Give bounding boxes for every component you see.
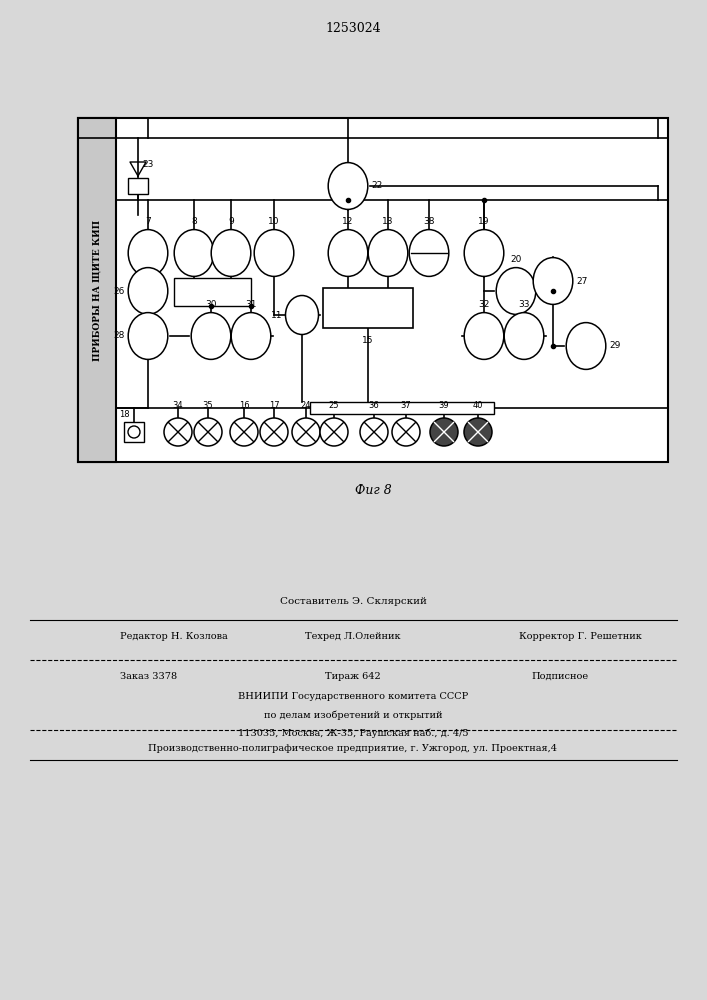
Text: 24: 24: [300, 401, 311, 410]
Text: 36: 36: [368, 401, 380, 410]
Text: 16: 16: [239, 401, 250, 410]
Text: 11: 11: [271, 310, 283, 320]
Ellipse shape: [128, 313, 168, 359]
Text: 32: 32: [479, 300, 490, 309]
Ellipse shape: [328, 163, 368, 209]
Text: 12: 12: [342, 217, 354, 226]
Bar: [124, 422, 144, 442]
Ellipse shape: [496, 268, 536, 314]
Text: 7: 7: [145, 217, 151, 226]
Text: 38: 38: [423, 217, 435, 226]
Text: Подписное: Подписное: [532, 672, 588, 681]
Bar: [78, 118, 668, 462]
Ellipse shape: [566, 323, 606, 369]
Ellipse shape: [255, 230, 294, 276]
Circle shape: [194, 418, 222, 446]
Text: 33: 33: [518, 300, 530, 309]
Ellipse shape: [231, 313, 271, 359]
Text: 23: 23: [142, 160, 153, 169]
Text: 9: 9: [228, 217, 234, 226]
Text: 25: 25: [329, 401, 339, 410]
Text: 113035, Москва, Ж-35, Раушская наб., д. 4/5: 113035, Москва, Ж-35, Раушская наб., д. …: [238, 728, 468, 738]
Bar: [174, 278, 251, 306]
Circle shape: [260, 418, 288, 446]
Text: Корректор Г. Решетник: Корректор Г. Решетник: [518, 632, 641, 641]
Text: 27: 27: [576, 276, 588, 286]
Circle shape: [230, 418, 258, 446]
Text: 30: 30: [205, 300, 217, 309]
Text: 37: 37: [401, 401, 411, 410]
Ellipse shape: [368, 230, 408, 276]
Ellipse shape: [211, 230, 251, 276]
Circle shape: [392, 418, 420, 446]
Bar: [310, 402, 494, 414]
Text: 26: 26: [113, 286, 124, 296]
Text: 10: 10: [268, 217, 280, 226]
Circle shape: [464, 418, 492, 446]
Text: 19: 19: [478, 217, 490, 226]
Text: ПРИБОРЫ НА ЩИТЕ КИП: ПРИБОРЫ НА ЩИТЕ КИП: [93, 219, 102, 361]
Circle shape: [292, 418, 320, 446]
Bar: [78, 118, 116, 462]
Circle shape: [430, 418, 458, 446]
Text: Фиг 8: Фиг 8: [355, 484, 392, 497]
Ellipse shape: [409, 230, 449, 276]
Text: Заказ 3378: Заказ 3378: [120, 672, 177, 681]
Text: 39: 39: [438, 401, 450, 410]
Text: 29: 29: [609, 342, 621, 351]
Ellipse shape: [464, 313, 504, 359]
Bar: [128, 178, 148, 194]
Text: Составитель Э. Склярский: Составитель Э. Склярский: [279, 597, 426, 606]
Text: 34: 34: [173, 401, 183, 410]
Text: 20: 20: [510, 255, 522, 264]
Ellipse shape: [174, 230, 214, 276]
Text: Производственно-полиграфическое предприятие, г. Ужгород, ул. Проектная,4: Производственно-полиграфическое предприя…: [148, 744, 558, 753]
Text: Редактор Н. Козлова: Редактор Н. Козлова: [120, 632, 228, 641]
Text: 35: 35: [203, 401, 214, 410]
Ellipse shape: [328, 230, 368, 276]
Circle shape: [320, 418, 348, 446]
Circle shape: [360, 418, 388, 446]
Ellipse shape: [464, 230, 504, 276]
Text: Тираж 642: Тираж 642: [325, 672, 381, 681]
Text: Техред Л.Олейник: Техред Л.Олейник: [305, 632, 401, 641]
Ellipse shape: [286, 296, 318, 334]
Bar: [323, 288, 413, 328]
Text: 15: 15: [362, 336, 374, 345]
Text: 1253024: 1253024: [325, 21, 381, 34]
Circle shape: [164, 418, 192, 446]
Ellipse shape: [128, 230, 168, 276]
Text: 8: 8: [191, 217, 197, 226]
Ellipse shape: [191, 313, 230, 359]
Text: 40: 40: [473, 401, 484, 410]
Text: ВНИИПИ Государственного комитета СССР: ВНИИПИ Государственного комитета СССР: [238, 692, 468, 701]
Text: 22: 22: [371, 182, 382, 190]
Text: 17: 17: [269, 401, 279, 410]
Circle shape: [128, 426, 140, 438]
Text: 31: 31: [245, 300, 257, 309]
Text: по делам изобретений и открытий: по делам изобретений и открытий: [264, 710, 443, 720]
Ellipse shape: [128, 268, 168, 314]
Ellipse shape: [504, 313, 544, 359]
Text: 28: 28: [113, 332, 124, 340]
Ellipse shape: [533, 258, 573, 304]
Text: 18: 18: [119, 410, 129, 419]
Text: 13: 13: [382, 217, 394, 226]
